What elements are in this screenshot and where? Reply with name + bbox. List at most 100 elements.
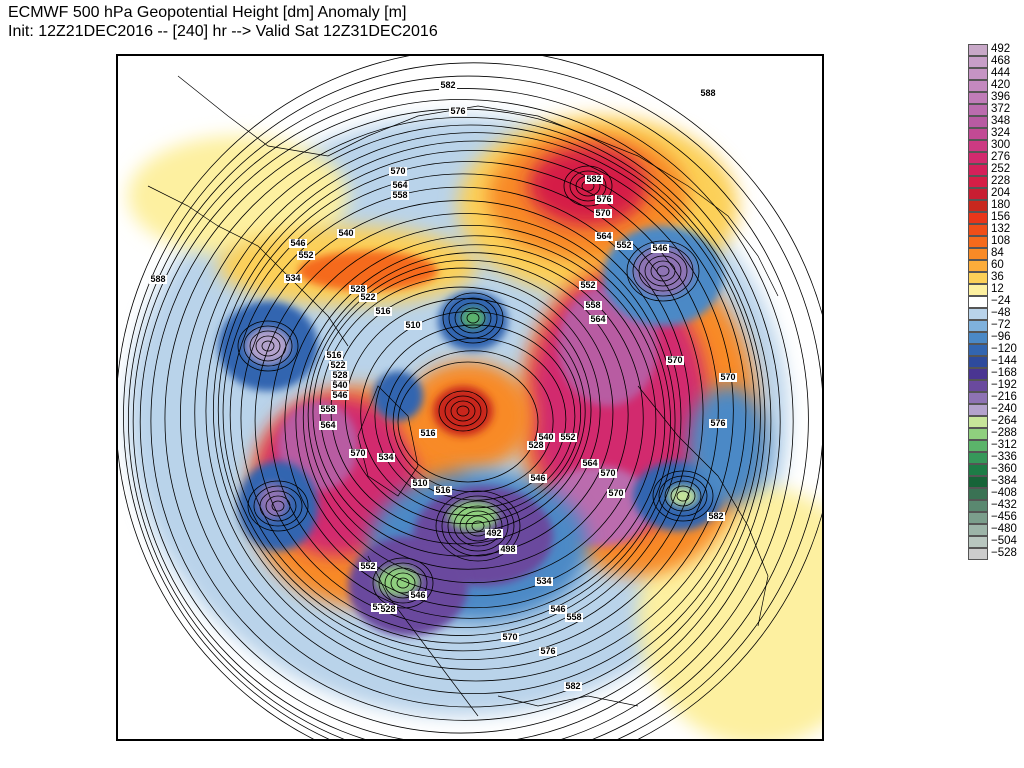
height-contour <box>229 186 691 644</box>
height-contour <box>392 350 554 493</box>
colorbar-label: 36 <box>991 271 1004 283</box>
height-label: 546 <box>332 390 347 400</box>
height-label-bg <box>331 381 349 390</box>
height-label: 582 <box>586 174 601 184</box>
anomaly-negative-westus-core <box>376 566 420 596</box>
closed-contour <box>442 292 504 344</box>
height-label: 576 <box>450 106 465 116</box>
colorbar-label: −408 <box>991 487 1017 499</box>
colorbar-label: 492 <box>991 43 1011 55</box>
anomaly-negative-barents-core <box>461 308 485 328</box>
closed-contour <box>450 400 476 422</box>
height-label: 582 <box>440 80 455 90</box>
height-label: 498 <box>500 544 515 554</box>
height-label-bg <box>564 682 582 691</box>
closed-contour <box>390 572 416 594</box>
colorbar-label: −72 <box>991 319 1011 331</box>
colorbar-label: −360 <box>991 463 1017 475</box>
height-label: 588 <box>150 274 165 284</box>
colorbar-swatch <box>968 248 988 260</box>
height-contour <box>222 173 704 652</box>
colorbar-swatch <box>968 224 988 236</box>
height-label: 516 <box>326 350 341 360</box>
height-label-bg <box>404 321 422 330</box>
colorbar-swatch <box>968 344 988 356</box>
anomaly-yellow-europe <box>128 136 348 256</box>
height-contour <box>302 252 644 584</box>
closed-contour <box>676 490 690 502</box>
height-label: 564 <box>596 231 611 241</box>
colorbar-label: 348 <box>991 115 1011 127</box>
anomaly-negative-greenland <box>373 371 423 421</box>
height-contour <box>128 75 809 739</box>
height-label-bg <box>374 307 392 316</box>
colorbar-label: −216 <box>991 391 1017 403</box>
colorbar-label: 276 <box>991 151 1011 163</box>
colorbar-label: −264 <box>991 415 1017 427</box>
colorbar-swatch <box>968 272 988 284</box>
height-label: 540 <box>338 228 353 238</box>
height-label: 510 <box>412 478 427 488</box>
height-label: 570 <box>608 488 623 498</box>
closed-contour <box>465 515 491 537</box>
height-label: 516 <box>420 428 435 438</box>
coastline-north-america-east <box>367 555 479 717</box>
height-label-bg <box>501 633 519 642</box>
chart-title: ECMWF 500 hPa Geopotential Height [dm] A… <box>8 4 407 21</box>
anomaly-shading <box>128 116 822 739</box>
height-label-bg <box>607 489 625 498</box>
height-label: 546 <box>290 238 305 248</box>
height-label: 582 <box>708 511 723 521</box>
height-label-bg <box>709 419 727 428</box>
colorbar-swatch <box>968 116 988 128</box>
height-contour <box>123 62 822 739</box>
colorbar-swatch <box>968 140 988 152</box>
height-label-bg <box>297 251 315 260</box>
height-contour <box>397 361 539 483</box>
anomaly-negative-azores-core <box>258 483 288 519</box>
colorbar-swatch <box>968 368 988 380</box>
anomaly-positive-eurasia-core <box>528 146 648 226</box>
height-label: 516 <box>435 485 450 495</box>
anomaly-negative-pacific-low-core <box>668 486 698 506</box>
colorbar-swatch <box>968 332 988 344</box>
colorbar-label: −144 <box>991 355 1017 367</box>
height-label-bg <box>719 373 737 382</box>
height-label: 540 <box>332 380 347 390</box>
colorbar-swatch <box>968 524 988 536</box>
colorbar-label: −120 <box>991 343 1017 355</box>
height-contour <box>212 150 734 670</box>
closed-contour <box>243 325 293 367</box>
colorbar-swatch <box>968 284 988 296</box>
closed-contour <box>670 485 696 507</box>
colorbar-label: 372 <box>991 103 1011 115</box>
height-label: 576 <box>710 418 725 428</box>
height-label-bg <box>325 351 343 360</box>
height-label-bg <box>289 239 307 248</box>
colorbar-swatch <box>968 164 988 176</box>
colorbar-swatch <box>968 200 988 212</box>
colorbar-label: −504 <box>991 535 1017 547</box>
height-label: 576 <box>540 646 555 656</box>
height-contour <box>295 244 657 597</box>
height-label: 546 <box>410 590 425 600</box>
height-label-bg <box>389 167 407 176</box>
height-label-bg <box>411 479 429 488</box>
closed-contour <box>658 475 708 517</box>
colorbar-swatch <box>968 392 988 404</box>
colorbar-label: −192 <box>991 379 1017 391</box>
height-label: 558 <box>566 612 581 622</box>
height-label: 570 <box>667 355 682 365</box>
colorbar-label: 228 <box>991 175 1011 187</box>
colorbar-label: −240 <box>991 403 1017 415</box>
height-label-bg <box>359 562 377 571</box>
height-label: 570 <box>390 166 405 176</box>
height-label: 588 <box>700 88 715 98</box>
colorbar-swatch <box>968 188 988 200</box>
colorbar-swatch <box>968 68 988 80</box>
height-label: 510 <box>405 320 420 330</box>
height-label: 564 <box>392 180 407 190</box>
height-label-bg <box>595 195 613 204</box>
height-label-bg <box>559 433 577 442</box>
colorbar-swatch <box>968 500 988 512</box>
